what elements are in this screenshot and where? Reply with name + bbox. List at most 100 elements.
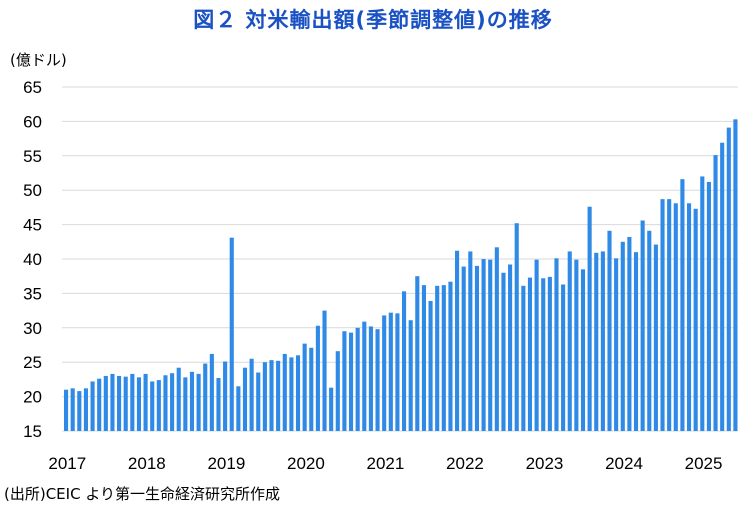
bar — [163, 375, 168, 431]
bar — [627, 236, 632, 431]
bar — [448, 281, 453, 431]
bar — [189, 371, 195, 431]
bar — [653, 244, 658, 431]
bar — [289, 357, 294, 431]
bar — [408, 320, 413, 431]
bar — [342, 331, 347, 431]
x-tick-label: 2020 — [287, 454, 325, 473]
bar — [494, 247, 499, 431]
bar — [620, 241, 625, 431]
bar — [176, 367, 181, 431]
bar — [706, 181, 711, 431]
bar — [614, 258, 619, 431]
bar — [348, 332, 354, 431]
bar — [534, 259, 539, 431]
bar — [249, 358, 254, 431]
y-tick-label: 60 — [23, 112, 42, 131]
bar — [123, 376, 128, 431]
bar — [375, 329, 380, 431]
bar — [256, 372, 261, 431]
bar — [315, 325, 320, 431]
bar — [150, 381, 155, 431]
bar — [693, 208, 698, 431]
bar — [726, 127, 731, 431]
bar — [276, 360, 281, 431]
bar — [733, 119, 738, 431]
y-tick-label: 25 — [23, 353, 42, 372]
x-tick-label: 2017 — [48, 454, 86, 473]
bar — [647, 230, 652, 431]
bar — [97, 378, 102, 431]
bar — [368, 326, 373, 431]
bar — [720, 142, 725, 432]
bar — [508, 264, 513, 431]
bar — [110, 373, 115, 431]
bar — [130, 373, 135, 431]
bar — [170, 373, 175, 431]
bar — [136, 377, 142, 431]
y-tick-label: 55 — [23, 147, 42, 166]
bar — [395, 313, 400, 431]
y-tick-label: 65 — [23, 78, 42, 97]
bar — [527, 277, 533, 431]
y-axis-unit-label: (億ドル) — [10, 51, 67, 69]
bar — [415, 276, 420, 431]
bar — [209, 353, 214, 431]
bar — [388, 312, 393, 431]
bar — [441, 285, 446, 431]
bars — [64, 119, 738, 432]
bar — [216, 378, 221, 431]
bar — [90, 381, 95, 431]
bar — [594, 252, 599, 431]
bar — [355, 327, 360, 431]
y-tick-label: 35 — [23, 284, 42, 303]
y-tick-label: 50 — [23, 181, 42, 200]
bar — [362, 321, 367, 431]
bar — [640, 220, 645, 431]
bar — [183, 377, 188, 431]
x-tick-label: 2023 — [526, 454, 564, 473]
bar — [236, 386, 241, 431]
x-axis-ticks: 2017 2018 2019 2020 2021 2022 2023 2024 2025 — [48, 454, 722, 473]
bar — [660, 199, 665, 431]
bar — [83, 388, 88, 431]
bar — [580, 269, 586, 431]
x-tick-label: 2025 — [685, 454, 723, 473]
source-note: (出所)CEIC より第一生命経済研究所作成 — [4, 485, 281, 503]
bar — [229, 237, 234, 431]
bar — [600, 251, 605, 431]
bar — [269, 360, 274, 431]
bar — [203, 363, 208, 431]
bar — [521, 285, 526, 431]
bar — [117, 375, 122, 431]
bar — [474, 265, 480, 431]
bar — [335, 351, 340, 431]
bar — [547, 276, 552, 431]
bar — [468, 251, 473, 431]
y-tick-label: 45 — [23, 216, 42, 235]
bar — [501, 272, 506, 431]
bar — [607, 230, 612, 431]
bar — [329, 387, 334, 431]
bar — [455, 250, 460, 431]
bar — [382, 315, 387, 431]
bar — [242, 367, 248, 431]
y-tick-label: 20 — [23, 388, 42, 407]
y-tick-label: 40 — [23, 250, 42, 269]
y-axis-ticks: 15 20 25 30 35 40 45 50 55 60 65 — [23, 78, 42, 441]
bar — [282, 353, 287, 431]
bar — [77, 391, 82, 431]
bar — [70, 388, 75, 431]
bar — [713, 155, 718, 432]
bar — [402, 291, 407, 431]
bar — [223, 361, 228, 431]
bar — [428, 300, 433, 431]
x-tick-label: 2019 — [207, 454, 245, 473]
bar — [156, 380, 161, 431]
bar — [554, 258, 559, 431]
bar — [574, 259, 579, 431]
bar — [435, 285, 440, 431]
bar — [302, 343, 307, 431]
bar — [295, 355, 301, 431]
